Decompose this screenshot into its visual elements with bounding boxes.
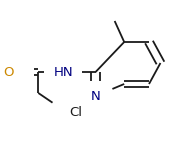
Text: HN: HN [53,66,73,78]
Text: N: N [91,90,100,102]
Text: Cl: Cl [69,106,82,119]
Text: O: O [3,66,14,78]
